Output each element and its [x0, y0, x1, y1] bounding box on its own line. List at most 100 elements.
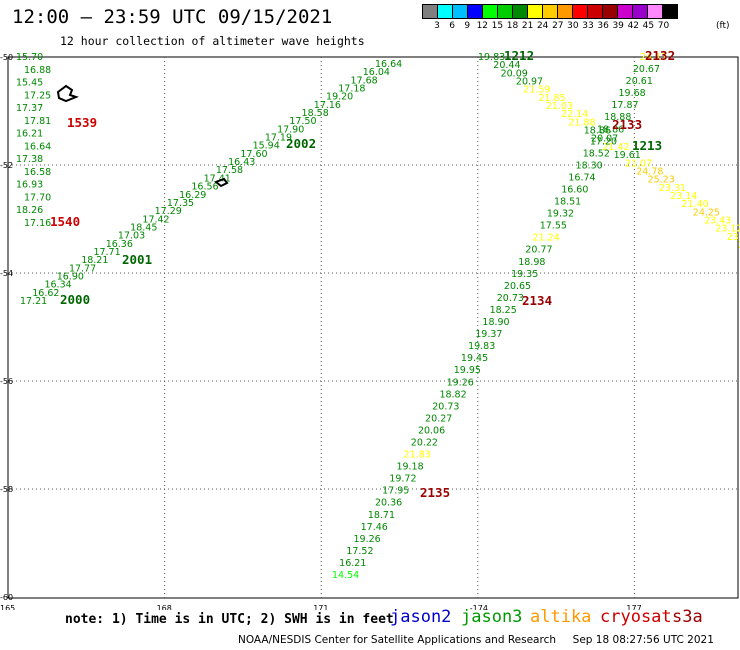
wave-height-value: 20.27 [425, 413, 452, 424]
longitude-label: 177 [626, 604, 641, 610]
wave-height-value: 23.14 [670, 191, 697, 202]
satellite-altika-label: altika [530, 607, 592, 627]
color-swatch-16 [662, 4, 678, 19]
wave-height-value: 20.09 [501, 68, 528, 79]
wave-height-value: 16.64 [24, 141, 51, 152]
wave-height-value: 17.37 [16, 103, 43, 114]
wave-height-value: 22.14 [561, 109, 588, 120]
latitude-label: -52 [0, 161, 13, 170]
wave-height-value: 21.83 [404, 450, 431, 461]
wave-height-value: 17.90 [277, 124, 304, 135]
wave-height-value: 15.45 [16, 78, 43, 89]
wave-height-value: 17.29 [155, 206, 182, 217]
wave-height-value: 17.38 [16, 154, 43, 165]
pass-time-label: 1212 [504, 48, 534, 63]
credit-footer: NOAA/NESDIS Center for Satellite Applica… [238, 634, 714, 646]
longitude-label: 171 [313, 604, 328, 610]
wave-height-value: 16.04 [363, 67, 390, 78]
wave-height-value: 15.94 [253, 141, 280, 152]
wave-height-value: 19.83 [478, 52, 505, 63]
map-title: 12:00 — 23:59 UTC 09/15/2021 [12, 6, 333, 28]
color-tick-label: 6 [449, 21, 455, 31]
color-tick-label: 33 [582, 21, 594, 31]
wave-height-value: 16.62 [32, 288, 59, 299]
wave-height-value: 18.71 [368, 510, 395, 521]
campbell-island-outline [214, 177, 229, 188]
wave-height-value: 19.32 [547, 209, 574, 220]
wave-height-value: 21.42 [602, 142, 629, 153]
pass-time-label: 2001 [122, 252, 152, 267]
wave-height-value: 18.51 [554, 197, 581, 208]
wave-height-value: 21.03 [546, 101, 573, 112]
wave-height-value: 16.58 [24, 167, 51, 178]
pass-time-label: 2000 [60, 292, 90, 307]
wave-height-value: 21.07 [625, 158, 652, 169]
wave-height-value: 19.26 [447, 377, 474, 388]
latitude-label: -54 [0, 269, 13, 278]
wave-height-value: 16.88 [24, 65, 51, 76]
wave-height-value: 24.25 [693, 207, 720, 218]
color-tick-label: 15 [491, 21, 504, 31]
wave-height-value: 19.61 [614, 150, 641, 161]
wave-height-value: 17.46 [361, 522, 388, 533]
pass-time-label: 1213 [632, 138, 662, 153]
longitude-label: 168 [157, 604, 172, 610]
auckland-islands-outline [56, 84, 79, 103]
wave-height-value: 16.29 [179, 190, 206, 201]
wave-height-value: 19.18 [396, 462, 423, 473]
wave-height-value: 19.68 [619, 88, 646, 99]
wave-height-value: 17.58 [216, 165, 243, 176]
wave-height-value: 18.25 [490, 305, 517, 316]
wave-height-value: 21.59 [523, 85, 550, 96]
color-scale-ticks: 3 6 9 12 15 18 21 24 27 30 33 36 39 42 45 70 [422, 21, 740, 33]
wave-height-value: 18.90 [482, 317, 509, 328]
pass-time-label: 2002 [286, 136, 316, 151]
wave-height-value: 23.31 [659, 183, 686, 194]
color-tick-label: 9 [464, 21, 471, 31]
footnote: note: 1) Time is in UTC; 2) SWH is in fe… [65, 612, 394, 627]
wave-height-value: 17.55 [540, 221, 567, 232]
color-tick-label: 36 [597, 21, 609, 31]
longitude-label: -174 [470, 604, 488, 610]
wave-height-value: 17.25 [24, 90, 51, 101]
latitude-label: -60 [0, 593, 13, 602]
color-tick-label: 27 [552, 21, 564, 31]
wave-height-value: 18.82 [439, 389, 466, 400]
wave-height-value: 16.56 [191, 182, 218, 193]
wave-height-value: 15.70 [16, 52, 43, 63]
wave-height-value: 23.43 [704, 215, 731, 226]
wave-height-value: 21.85 [539, 93, 566, 104]
wave-height-value: 18.45 [130, 222, 157, 233]
wave-height-value: 20.07 [591, 134, 618, 145]
wave-height-value: 18.58 [302, 108, 329, 119]
wave-height-value: 23.09 [727, 232, 740, 243]
wave-height-value: 20.22 [411, 437, 438, 448]
wave-height-value: 17.70 [24, 192, 51, 203]
wave-height-value: 17.52 [346, 546, 373, 557]
wave-height-value: 16.60 [561, 185, 588, 196]
map-frame [7, 56, 739, 599]
pass-time-label: 2134 [522, 293, 552, 308]
wave-height-value: 18.21 [81, 255, 108, 266]
wave-height-value: 24.78 [636, 166, 663, 177]
wave-height-value: 20.06 [418, 425, 445, 436]
longitude-label: 165 [0, 604, 15, 610]
wave-height-value: 17.71 [93, 247, 120, 258]
wave-height-value: 17.77 [69, 263, 96, 274]
wave-height-value: 17.60 [240, 149, 267, 160]
wave-height-value: 18.30 [576, 160, 603, 171]
wave-height-value: 21.40 [681, 199, 708, 210]
pass-time-label: 1540 [50, 214, 80, 229]
wave-height-value: 23.12 [715, 224, 740, 235]
wave-height-value: 17.50 [289, 116, 316, 127]
wave-height-value: 20.44 [493, 60, 520, 71]
wave-height-value: 20.65 [504, 281, 531, 292]
pass-time-label: 2132 [645, 48, 675, 63]
wave-height-value: 17.16 [24, 218, 51, 229]
wave-height-value: 19.72 [389, 474, 416, 485]
wave-height-value: 19.45 [461, 353, 488, 364]
wave-height-value: 17.19 [265, 133, 292, 144]
color-tick-label: 24 [536, 21, 549, 31]
latitude-label: -50 [0, 53, 13, 62]
